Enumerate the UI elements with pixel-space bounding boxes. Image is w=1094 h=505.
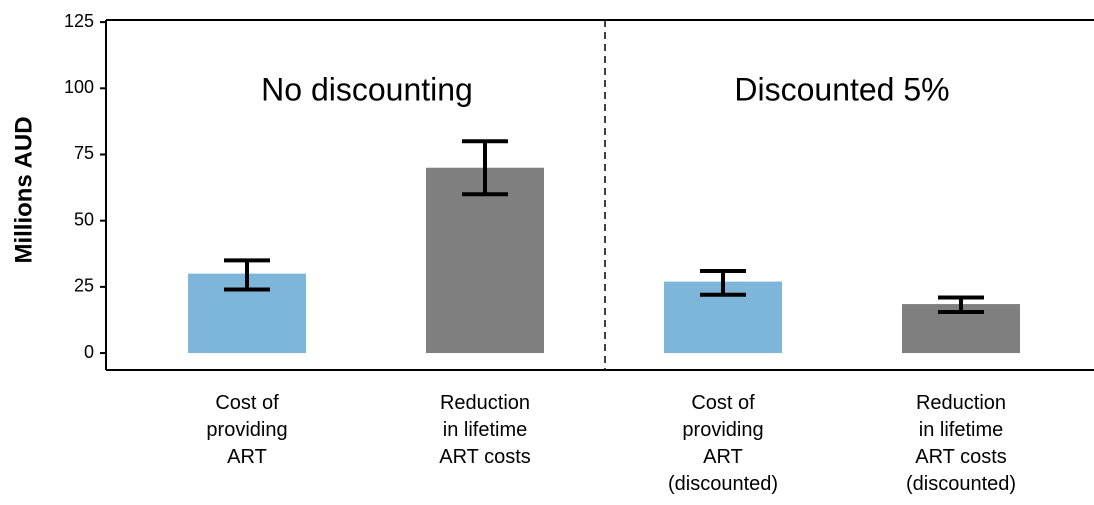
x-tick-label-line: Reduction xyxy=(440,392,530,414)
y-tick-label: 50 xyxy=(74,209,94,229)
y-tick-label: 0 xyxy=(84,342,94,362)
y-tick-label: 125 xyxy=(64,11,94,31)
x-tick-label-line: (discounted) xyxy=(668,473,778,495)
x-tick-label: Reduction in lifetime ART costs (discounted… xyxy=(906,392,1016,495)
bar xyxy=(426,167,544,354)
x-tick-label-line: providing xyxy=(682,419,763,441)
error-bar xyxy=(462,139,508,197)
y-tick-label: 25 xyxy=(74,276,94,296)
x-tick-label-line: Reduction xyxy=(916,392,1006,414)
error-bar xyxy=(700,268,746,297)
x-tick-label-line: providing xyxy=(206,419,287,441)
error-bar xyxy=(224,258,270,292)
x-tick-label-line: ART xyxy=(703,446,743,468)
x-tick-label-line: in lifetime xyxy=(443,419,527,441)
x-tick-label-line: ART xyxy=(227,446,267,468)
x-tick-label: Cost of providing ART (discounted) xyxy=(668,392,778,495)
x-tick-label-line: Cost of xyxy=(215,392,279,414)
panel-label: Discounted 5% xyxy=(734,71,949,107)
error-bar xyxy=(938,295,984,315)
y-tick-label: 100 xyxy=(64,77,94,97)
y-axis-label: Millions AUD xyxy=(10,116,37,263)
y-tick-label: 75 xyxy=(74,143,94,163)
x-tick-label-line: Cost of xyxy=(691,392,755,414)
x-tick-label-line: ART costs xyxy=(439,446,531,468)
x-tick-label: Cost of providing ART xyxy=(206,392,287,468)
x-tick-label: Reduction in lifetime ART costs xyxy=(439,392,531,468)
panel-label: No discounting xyxy=(261,71,473,107)
x-tick-label-line: (discounted) xyxy=(906,473,1016,495)
x-tick-label-line: ART costs xyxy=(915,446,1007,468)
x-tick-label-line: in lifetime xyxy=(919,419,1003,441)
